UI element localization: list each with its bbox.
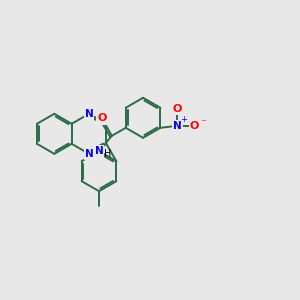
Text: O: O	[97, 113, 106, 124]
Text: O: O	[173, 104, 182, 114]
Text: N: N	[85, 149, 93, 159]
Text: H: H	[103, 148, 111, 158]
Text: N: N	[94, 146, 103, 156]
Text: O: O	[190, 121, 199, 131]
Text: ⁻: ⁻	[200, 118, 206, 128]
Text: +: +	[181, 115, 188, 124]
Text: N: N	[173, 121, 182, 131]
Text: N: N	[85, 109, 93, 119]
